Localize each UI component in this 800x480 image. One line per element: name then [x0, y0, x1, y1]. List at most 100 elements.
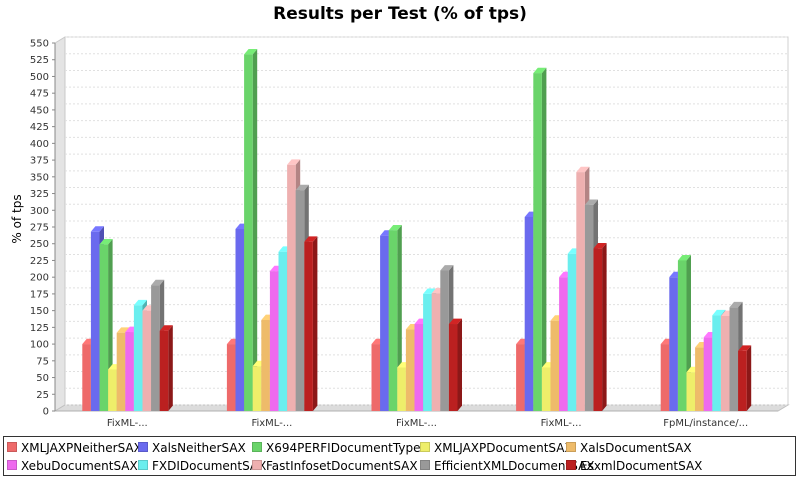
plot-left-wall — [54, 36, 66, 412]
legend-label: XalsDocumentSAX — [580, 441, 692, 455]
y-tick-label: 0 — [43, 407, 49, 418]
bar-top — [738, 345, 752, 351]
bar-front — [738, 350, 747, 411]
bar-top — [423, 288, 437, 294]
bar — [304, 236, 318, 411]
y-tick-label: 200 — [30, 273, 49, 284]
legend-label: X694PERFIDocumentTyped — [266, 441, 429, 455]
bar-side — [602, 243, 607, 411]
bar-front — [729, 307, 739, 411]
bar-front — [541, 367, 551, 411]
legend: XMLJAXPNeitherSAX XalsNeitherSAX X694PERFI… — [3, 436, 796, 476]
bar-side — [746, 345, 752, 411]
y-tick-label: 500 — [30, 72, 49, 83]
legend-swatch — [252, 460, 262, 470]
y-tick-label: 300 — [30, 206, 49, 217]
legend-swatch — [420, 460, 430, 470]
bar-top — [584, 199, 598, 205]
bar-top — [440, 265, 454, 271]
y-tick-label: 25 — [36, 390, 49, 401]
bar-front — [559, 277, 568, 411]
bar-front — [235, 229, 245, 411]
bar-front — [151, 285, 160, 411]
x-tick-label: FixML-... — [541, 418, 582, 429]
y-axis-label: % of tps — [10, 194, 24, 243]
bar-top — [304, 236, 318, 242]
bar-front — [516, 344, 525, 411]
legend-label: EfficientXMLDocumentSAX — [434, 459, 595, 473]
legend-swatch — [138, 442, 148, 452]
bar-side — [457, 318, 462, 411]
y-tick-label: 325 — [30, 189, 49, 200]
y-tick-label: 250 — [30, 239, 49, 250]
legend-swatch — [566, 460, 576, 470]
bar-front — [269, 271, 279, 411]
legend-item: XalsDocumentSAX — [566, 441, 692, 455]
bar-front — [226, 344, 236, 411]
bar-front — [712, 315, 721, 411]
bar — [244, 48, 258, 412]
bar-front — [414, 324, 424, 411]
bar-front — [660, 344, 670, 411]
legend-label: XMLJAXPNeitherSAX — [21, 441, 142, 455]
bar-top — [151, 279, 165, 286]
bar-top — [295, 184, 309, 191]
x-tick-label: FixML-... — [251, 418, 292, 429]
bar-front — [388, 230, 398, 411]
bar-front — [304, 241, 313, 411]
legend-swatch — [566, 442, 576, 452]
bar-top — [244, 48, 258, 55]
bar-front — [567, 253, 577, 411]
bar-front — [405, 329, 415, 411]
bar-top — [593, 243, 607, 249]
legend-item: EfficientXMLDocumentSAX — [420, 459, 595, 473]
bar-front — [278, 251, 288, 411]
x-tick-label: FixML-... — [396, 418, 437, 429]
y-tick-label: 350 — [30, 172, 49, 183]
bar-front — [677, 260, 687, 411]
bar-front — [287, 164, 296, 411]
legend-item: XMLJAXPDocumentSAX — [420, 441, 573, 455]
bar-top — [729, 301, 743, 308]
bar-front — [423, 293, 432, 411]
y-tick-label: 475 — [30, 89, 49, 100]
bar-top — [448, 318, 462, 325]
y-tick-label: 150 — [30, 306, 49, 317]
bar-front — [448, 324, 458, 411]
legend-label: FXDIDocumentSAX — [152, 459, 267, 473]
bar-front — [440, 270, 449, 411]
bars — [82, 48, 752, 412]
bar-side — [541, 67, 547, 411]
bar-top — [677, 255, 691, 261]
y-tick-label: 525 — [30, 55, 49, 66]
bar — [738, 345, 752, 411]
y-tick-label: 550 — [30, 39, 49, 50]
bar-top — [388, 224, 402, 231]
y-tick-label: 275 — [30, 223, 49, 234]
bar-front — [244, 54, 253, 412]
bar-front — [252, 366, 262, 411]
bar-front — [371, 344, 381, 411]
bar-front — [159, 330, 169, 411]
bar-front — [99, 244, 109, 411]
bar-front — [261, 320, 270, 411]
bar-front — [550, 320, 560, 411]
legend-item: FastInfosetDocumentSAX — [252, 459, 418, 473]
legend-swatch — [7, 442, 17, 452]
legend-label: EsxmlDocumentSAX — [580, 459, 703, 473]
bar-front — [90, 231, 100, 411]
bar-front — [593, 248, 603, 411]
bar-front — [125, 332, 134, 411]
legend-item: XMLJAXPNeitherSAX — [7, 441, 142, 455]
bar-top — [712, 309, 726, 316]
bar-front — [82, 344, 91, 411]
legend-swatch — [420, 442, 430, 452]
legend-label: XebuDocumentSAX — [21, 459, 138, 473]
bar — [448, 318, 462, 411]
bar-top — [576, 166, 590, 173]
x-tick-label: FpML/instance/... — [663, 418, 748, 429]
legend-label: XalsNeitherSAX — [152, 441, 246, 455]
bar-front — [669, 277, 678, 411]
chart-title: Results per Test (% of tps) — [273, 4, 527, 24]
